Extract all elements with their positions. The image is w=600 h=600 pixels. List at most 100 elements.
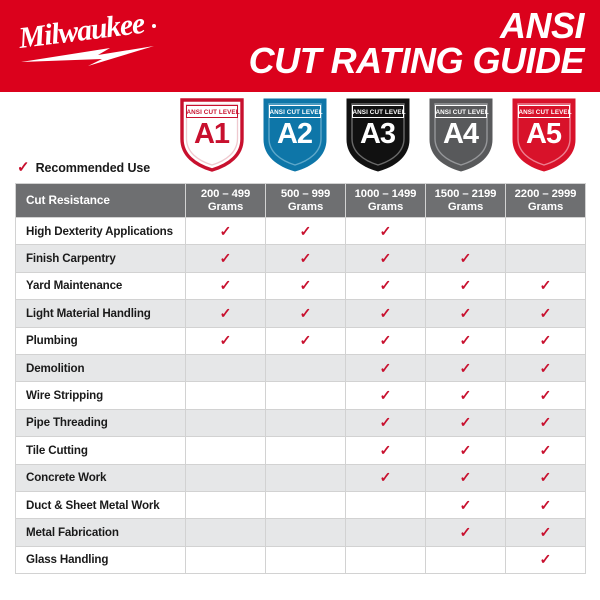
column-header-a4-range: 1500 – 2199 — [434, 187, 497, 200]
rating-cell-a4: ✓ — [425, 216, 506, 246]
rating-cell-a4: ✓ — [425, 326, 506, 355]
check-icon: ✓ — [539, 332, 552, 349]
check-icon: ✓ — [219, 222, 232, 239]
rating-cell-a1: ✓ — [185, 244, 266, 273]
column-header-a1-range: 200 – 499 — [200, 187, 251, 200]
rating-cell-a2: ✓ — [265, 326, 346, 355]
column-header-a4-unit: Grams — [447, 200, 484, 213]
table-header-row: Cut Resistance 200 – 499 Grams 500 – 999… — [15, 183, 586, 218]
rating-cell-a4: ✓ — [425, 463, 506, 492]
check-icon: ✓ — [379, 332, 392, 349]
table-body: High Dexterity Applications✓✓✓✓✓Finish C… — [15, 216, 586, 575]
rating-cell-a3: ✓ — [345, 353, 426, 383]
rating-cell-a3: ✓ — [345, 381, 426, 410]
check-icon: ✓ — [459, 387, 472, 404]
rating-cell-a1: ✓ — [185, 353, 266, 383]
check-icon: ✓ — [459, 469, 472, 486]
table-row: Pipe Threading✓✓✓✓✓ — [15, 408, 586, 438]
rating-cell-a1: ✓ — [185, 271, 266, 301]
shield-cell-a4: ANSI CUT LEVEL A4 — [419, 97, 502, 175]
rating-cell-a2: ✓ — [265, 436, 346, 465]
cut-rating-table: Cut Resistance 200 – 499 Grams 500 – 999… — [15, 183, 586, 575]
check-icon: ✓ — [379, 250, 392, 267]
table-row: Light Material Handling ✓ ✓ ✓ ✓ ✓ — [15, 299, 586, 328]
shield-badge-a1: ANSI CUT LEVEL A1 — [179, 97, 245, 173]
rating-cell-a3: ✓ — [345, 271, 426, 301]
page-title: ANSI CUT RATING GUIDE — [249, 5, 585, 79]
table-row: Plumbing ✓ ✓ ✓ ✓ ✓ — [15, 326, 586, 355]
check-icon: ✓ — [379, 304, 392, 321]
rating-cell-a4: ✓ — [425, 299, 506, 328]
rating-cell-a3: ✓ — [345, 436, 426, 465]
shield-badge-row: ANSI CUT LEVEL A1 ANSI CUT LEVEL A2 ANSI… — [170, 97, 585, 175]
check-icon: ✓ — [219, 304, 232, 321]
task-label: Yard Maintenance — [15, 271, 186, 301]
rating-cell-a2: ✓ — [265, 490, 346, 520]
task-label: Tile Cutting — [15, 436, 186, 465]
task-label: Glass Handling — [15, 545, 186, 575]
check-icon: ✓ — [379, 387, 392, 404]
rating-cell-a5: ✓ — [505, 271, 586, 301]
rating-cell-a4: ✓ — [425, 408, 506, 438]
check-icon: ✓ — [17, 159, 30, 176]
column-header-a2-unit: Grams — [287, 200, 324, 213]
rating-cell-a2: ✓ — [265, 244, 346, 273]
check-icon: ✓ — [459, 250, 472, 267]
page-title-line1: ANSI — [499, 5, 585, 46]
rating-cell-a2: ✓ — [265, 216, 346, 246]
rating-cell-a1: ✓ — [185, 216, 266, 246]
check-icon: ✓ — [459, 496, 472, 513]
table-row: Tile Cutting✓✓✓✓✓ — [15, 436, 586, 465]
rating-cell-a1: ✓ — [185, 518, 266, 547]
shield-cell-a1: ANSI CUT LEVEL A1 — [170, 97, 253, 175]
column-header-a4: 1500 – 2199 Grams — [425, 183, 506, 218]
shield-code-a2: A2 — [276, 118, 313, 150]
rating-cell-a1: ✓ — [185, 299, 266, 328]
check-icon: ✓ — [539, 387, 552, 404]
rating-cell-a5: ✓ — [505, 408, 586, 438]
shield-label-a2: ANSI CUT LEVEL — [268, 105, 323, 118]
rating-cell-a2: ✓ — [265, 271, 346, 301]
task-label: Pipe Threading — [15, 408, 186, 438]
table-row: Demolition✓✓✓✓✓ — [15, 353, 586, 383]
task-label: Metal Fabrication — [15, 518, 186, 547]
shield-label-a1: ANSI CUT LEVEL — [185, 105, 240, 118]
rating-cell-a3: ✓ — [345, 518, 426, 547]
rating-cell-a3: ✓ — [345, 244, 426, 273]
task-label: Demolition — [15, 353, 186, 383]
check-icon: ✓ — [299, 304, 312, 321]
rating-cell-a3: ✓ — [345, 545, 426, 575]
task-label: Light Material Handling — [15, 299, 186, 328]
check-icon: ✓ — [539, 496, 552, 513]
check-icon: ✓ — [539, 551, 552, 568]
rating-cell-a2: ✓ — [265, 299, 346, 328]
rating-cell-a3: ✓ — [345, 408, 426, 438]
column-header-a5-unit: Grams — [527, 200, 564, 213]
check-icon: ✓ — [459, 523, 472, 540]
rating-cell-a5: ✓ — [505, 381, 586, 410]
rating-cell-a1: ✓ — [185, 545, 266, 575]
legend-label: Recommended Use — [35, 160, 151, 175]
table-row: Finish Carpentry ✓ ✓ ✓ ✓ ✓ — [15, 244, 586, 273]
check-icon: ✓ — [539, 523, 552, 540]
check-icon: ✓ — [539, 304, 552, 321]
check-icon: ✓ — [379, 277, 392, 294]
shield-badge-a5: ANSI CUT LEVEL A5 — [511, 97, 577, 173]
column-header-a2: 500 – 999 Grams — [265, 183, 346, 218]
rating-cell-a4: ✓ — [425, 353, 506, 383]
column-header-a1: 200 – 499 Grams — [185, 183, 266, 218]
check-icon: ✓ — [299, 222, 312, 239]
rating-cell-a1: ✓ — [185, 408, 266, 438]
cut-rating-table-wrap: Cut Resistance 200 – 499 Grams 500 – 999… — [15, 183, 586, 575]
svg-text:Milwaukee: Milwaukee — [18, 14, 147, 55]
task-label: Wire Stripping — [15, 381, 186, 410]
rating-cell-a4: ✓ — [425, 518, 506, 547]
rating-cell-a2: ✓ — [265, 463, 346, 492]
check-icon: ✓ — [379, 359, 392, 376]
rating-cell-a5: ✓ — [505, 436, 586, 465]
check-icon: ✓ — [539, 277, 552, 294]
check-icon: ✓ — [219, 332, 232, 349]
milwaukee-logo: Milwaukee — [18, 14, 163, 76]
shield-code-a3: A3 — [359, 118, 396, 150]
rating-cell-a2: ✓ — [265, 381, 346, 410]
